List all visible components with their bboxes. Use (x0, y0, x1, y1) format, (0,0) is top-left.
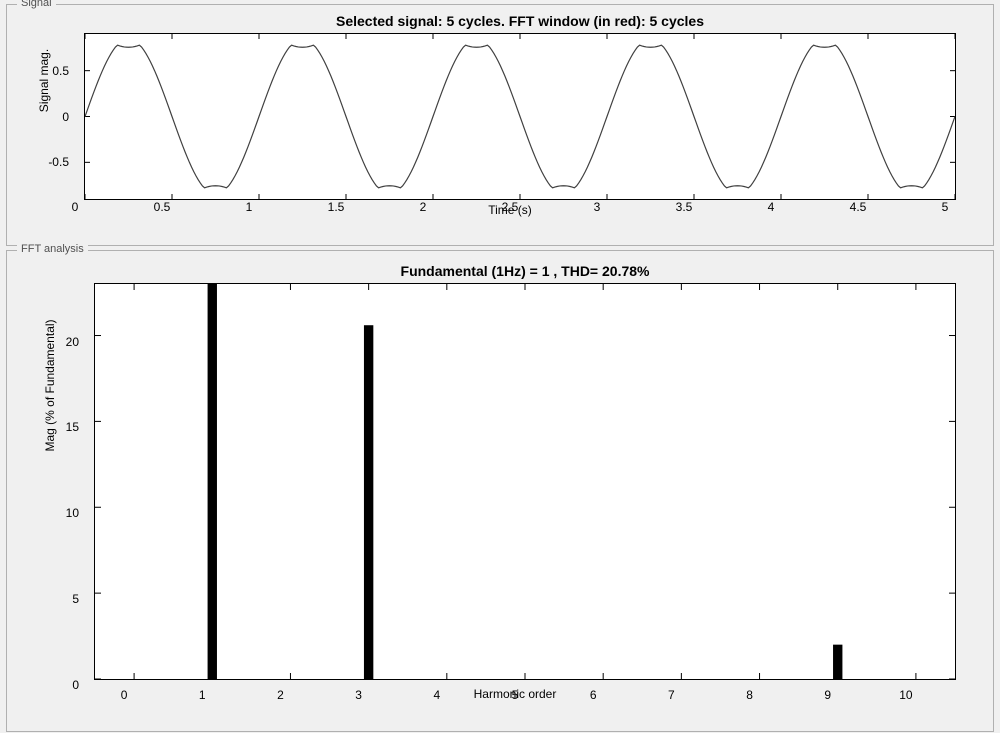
signal-xlabel: Time (s) (75, 203, 945, 217)
fft-ytick-label: 5 (51, 592, 79, 606)
signal-chart (84, 33, 956, 200)
fft-ytick-label: 0 (51, 678, 79, 692)
fft-chart-title: Fundamental (1Hz) = 1 , THD= 20.78% (85, 263, 965, 279)
fft-xlabel: Harmonic order (85, 687, 945, 701)
signal-ylabel: Signal mag. (37, 0, 51, 163)
fft-ylabel: Mag (% of Fundamental) (43, 188, 57, 583)
signal-panel: Signal Selected signal: 5 cycles. FFT wi… (6, 4, 994, 246)
signal-chart-title: Selected signal: 5 cycles. FFT window (i… (75, 13, 965, 29)
fft-chart (94, 283, 956, 680)
fft-panel: FFT analysis Fundamental (1Hz) = 1 , THD… (6, 250, 994, 732)
